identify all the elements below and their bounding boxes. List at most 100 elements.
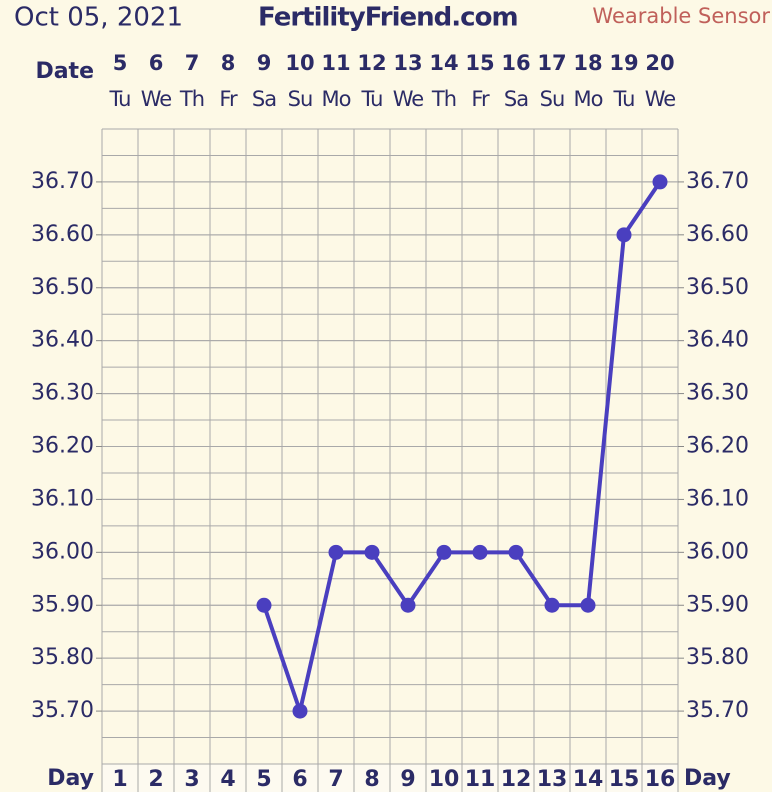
y-tick-label: 36.30 xyxy=(31,381,94,406)
y-tick-label-right: 36.40 xyxy=(686,328,749,353)
data-point xyxy=(436,544,452,560)
date-label: 13 xyxy=(393,51,422,75)
x-tick-label: 2 xyxy=(148,767,163,792)
date-label: 7 xyxy=(185,51,200,75)
y-tick-label: 36.60 xyxy=(31,222,94,247)
day-cell xyxy=(641,763,679,792)
y-tick-label-right: 36.70 xyxy=(686,169,749,194)
weekday-label: Tu xyxy=(613,87,635,111)
day-cell xyxy=(533,763,571,792)
y-tick-label-right: 36.00 xyxy=(686,539,749,564)
day-cell xyxy=(317,763,355,792)
x-axis-label-right: Day xyxy=(684,766,731,791)
day-cell xyxy=(569,763,607,792)
chart-subtitle: Wearable Sensor xyxy=(592,4,770,28)
data-point xyxy=(508,544,524,560)
weekday-label: Su xyxy=(288,87,313,111)
day-cell xyxy=(245,763,283,792)
x-tick-label: 1 xyxy=(112,767,127,792)
day-cell xyxy=(173,763,211,792)
weekday-label: Tu xyxy=(361,87,383,111)
weekday-label: We xyxy=(645,87,676,111)
y-tick-label: 36.00 xyxy=(31,539,94,564)
y-tick-label-right: 36.60 xyxy=(686,222,749,247)
weekday-label: Mo xyxy=(322,87,351,111)
y-tick-label: 35.80 xyxy=(31,645,94,670)
x-tick-label: 11 xyxy=(465,767,496,792)
weekday-label: Su xyxy=(540,87,565,111)
date-label: 14 xyxy=(429,51,458,75)
x-tick-label: 8 xyxy=(364,767,379,792)
y-tick-label-right: 36.10 xyxy=(686,486,749,511)
weekday-label: We xyxy=(393,87,424,111)
data-point xyxy=(544,597,560,613)
y-tick-label-right: 36.30 xyxy=(686,381,749,406)
weekday-label: We xyxy=(141,87,172,111)
day-cell xyxy=(137,763,175,792)
y-tick-label-right: 36.50 xyxy=(686,275,749,300)
x-axis-label: Day xyxy=(47,766,94,791)
y-tick-label: 36.10 xyxy=(31,486,94,511)
weekday-label: Fr xyxy=(219,87,238,111)
series-line xyxy=(262,180,662,719)
date-label: 19 xyxy=(609,51,638,75)
weekday-label: Sa xyxy=(252,87,276,111)
data-point xyxy=(400,597,416,613)
x-tick-label: 12 xyxy=(501,767,532,792)
x-tick-label: 9 xyxy=(400,767,415,792)
data-point xyxy=(652,174,668,190)
date-label: 15 xyxy=(465,51,494,75)
date-label: 16 xyxy=(501,51,530,75)
data-point xyxy=(256,597,272,613)
weekday-label: Sa xyxy=(504,87,528,111)
date-label: 11 xyxy=(321,51,350,75)
y-tick-label-right: 35.90 xyxy=(686,592,749,617)
x-tick-label: 4 xyxy=(220,767,235,792)
y-tick-label: 36.50 xyxy=(31,275,94,300)
weekday-label: Th xyxy=(179,87,204,111)
y-tick-label-right: 35.80 xyxy=(686,645,749,670)
date-label: 17 xyxy=(537,51,566,75)
y-tick-label: 35.90 xyxy=(31,592,94,617)
date-label: 6 xyxy=(149,51,164,75)
y-tick-label-right: 36.20 xyxy=(686,434,749,459)
date-label: 12 xyxy=(357,51,386,75)
date-label: 8 xyxy=(221,51,236,75)
x-tick-label: 6 xyxy=(292,767,307,792)
x-tick-label: 15 xyxy=(609,767,640,792)
data-point xyxy=(292,703,308,719)
data-point xyxy=(364,544,380,560)
x-tick-label: 3 xyxy=(184,767,199,792)
date-label: 18 xyxy=(573,51,602,75)
y-tick-label: 36.40 xyxy=(31,328,94,353)
weekday-label: Fr xyxy=(471,87,490,111)
y-tick-label: 36.20 xyxy=(31,434,94,459)
y-tick-label: 35.70 xyxy=(31,698,94,723)
day-cell xyxy=(281,763,319,792)
weekday-label: Tu xyxy=(109,87,131,111)
date-label: 9 xyxy=(257,51,272,75)
weekday-label: Th xyxy=(431,87,456,111)
y-tick-label-right: 35.70 xyxy=(686,698,749,723)
day-cell xyxy=(101,763,139,792)
x-tick-label: 5 xyxy=(256,767,271,792)
chart-date: Oct 05, 2021 xyxy=(14,3,183,33)
data-point xyxy=(580,597,596,613)
x-tick-label: 14 xyxy=(573,767,604,792)
x-tick-label: 7 xyxy=(328,767,343,792)
data-point xyxy=(616,227,632,243)
data-point xyxy=(328,544,344,560)
chart-title: FertilityFriend.com xyxy=(258,3,518,33)
x-tick-label: 10 xyxy=(429,767,460,792)
day-cell xyxy=(389,763,427,792)
weekday-label: Mo xyxy=(574,87,603,111)
date-row-label: Date xyxy=(35,59,94,84)
date-label: 10 xyxy=(285,51,314,75)
date-label: 20 xyxy=(645,51,674,75)
x-tick-label: 16 xyxy=(645,767,676,792)
x-tick-label: 13 xyxy=(537,767,568,792)
y-tick-label: 36.70 xyxy=(31,169,94,194)
date-label: 5 xyxy=(113,51,128,75)
